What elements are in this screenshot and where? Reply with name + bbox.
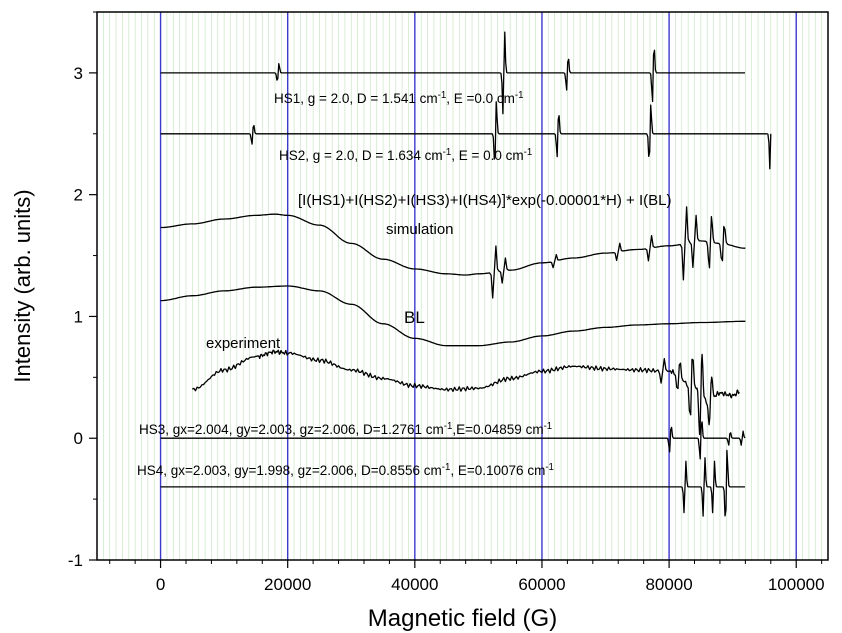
trace-hs3: [160, 421, 746, 460]
trace-hs4: [160, 449, 745, 517]
plot-grid: [103, 12, 829, 560]
trace-hs2: [160, 101, 772, 170]
y-tick-label: 2: [74, 186, 83, 205]
trace-simulation: [160, 206, 746, 299]
spectrum-traces: [160, 31, 772, 517]
annotation-labels: HS1, g = 2.0, D = 1.541 cm-1, E =0.0 cm-…: [137, 90, 671, 478]
annotation-hs1: HS1, g = 2.0, D = 1.541 cm-1, E =0.0 cm-…: [274, 90, 524, 106]
x-tick-label: 20000: [264, 575, 311, 594]
annotation-experiment: experiment: [206, 335, 281, 352]
annotation-bl: BL: [404, 308, 425, 327]
trace-bl: [160, 285, 746, 347]
x-tick-label: 60000: [518, 575, 565, 594]
x-tick-label: 40000: [391, 575, 438, 594]
x-tick-label: 0: [156, 575, 165, 594]
annotation-formula: [I(HS1)+I(HS2)+I(HS3)+I(HS4)]*exp(-0.000…: [298, 192, 671, 209]
annotation-simulation: simulation: [386, 221, 454, 238]
annotation-hs2: HS2, g = 2.0, D = 1.634 cm-1, E = 0.0 cm…: [279, 147, 532, 163]
annotation-hs4: HS4, gx=2.003, gy=1.998, gz=2.006, D=0.8…: [137, 462, 554, 478]
y-tick-label: 0: [74, 429, 83, 448]
trace-experiment: [192, 349, 740, 436]
plot-frame: [96, 11, 829, 561]
y-axis-label: Intensity (arb. units): [10, 189, 35, 382]
trace-hs1: [160, 31, 745, 115]
y-tick-label: 1: [74, 307, 83, 326]
y-tick-label: -1: [68, 551, 83, 570]
x-tick-label: 80000: [645, 575, 692, 594]
annotation-hs3: HS3, gx=2.004, gy=2.003, gz=2.006, D=1.2…: [139, 421, 552, 437]
y-tick-label: 3: [74, 64, 83, 83]
x-axis-label: Magnetic field (G): [368, 605, 557, 632]
x-tick-label: 100000: [768, 575, 825, 594]
